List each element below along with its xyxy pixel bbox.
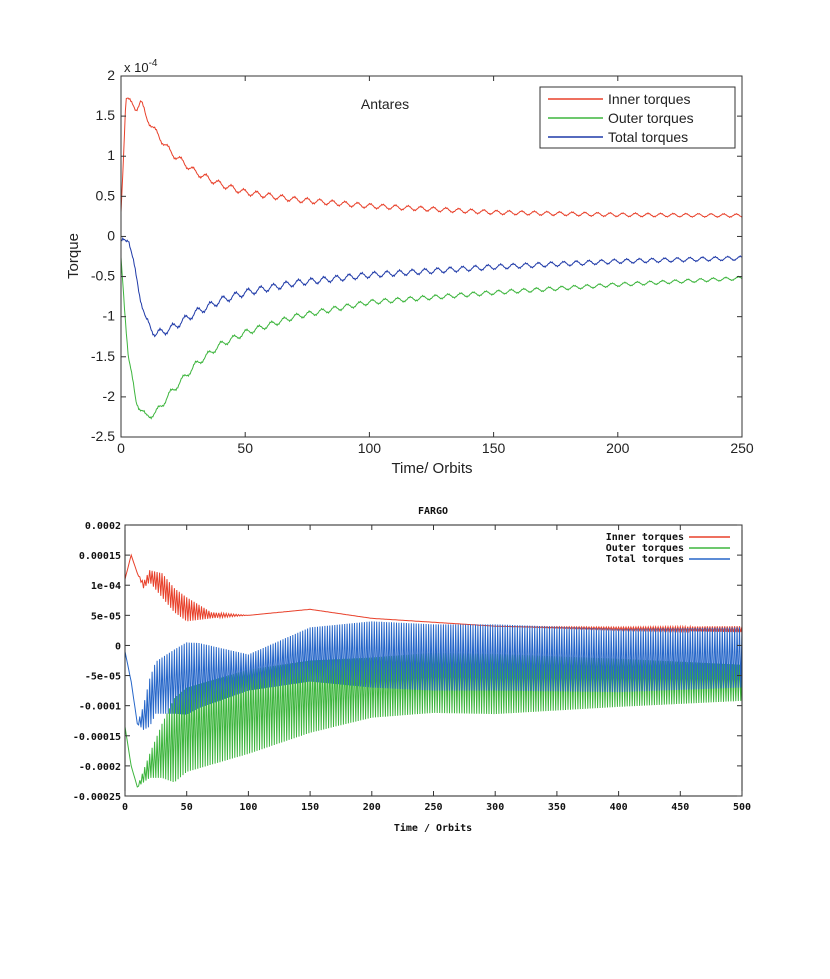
series-line-total-torques [120, 237, 743, 338]
y-tick-label: -0.0001 [79, 702, 121, 713]
x-tick-label: 400 [610, 802, 628, 813]
chart-title: Antares [361, 96, 409, 112]
legend: Inner torques Outer torques Total torque… [539, 86, 736, 149]
x-tick-label: 0 [122, 802, 128, 813]
x-tick-label: 250 [730, 440, 754, 456]
y-tick-label: -1.5 [91, 348, 115, 364]
y-tick-label: 0.00015 [79, 551, 121, 562]
y-tick-label: -0.00015 [73, 732, 121, 743]
y-tick-label: -0.0002 [79, 762, 121, 773]
y-axis-label: Torque [65, 233, 82, 279]
x-tick-label: 200 [363, 802, 381, 813]
series-line-inner-torques [120, 97, 743, 219]
x-tick-label: 300 [486, 802, 504, 813]
x-tick-label: 250 [424, 802, 442, 813]
x-tick-label: 150 [482, 440, 506, 456]
axis-ticks: 0 50 100 150 200 250 -2.5 -2 -1.5 -1 -0.5 0 0.5 1 1.5 2 [91, 67, 754, 456]
chart-title: FARGO [418, 506, 448, 517]
legend-label-outer: Outer torques [606, 543, 684, 554]
y-tick-label: -0.00025 [73, 792, 121, 803]
y-tick-label: 1e-04 [91, 581, 121, 592]
series-lines [120, 97, 743, 420]
x-tick-label: 0 [117, 440, 125, 456]
legend: Inner torques Outer torques Total torque… [606, 532, 730, 565]
axis-ticks: 0 50 100 150 200 250 300 350 400 450 500 -0.00025 -0… [73, 521, 751, 813]
y-tick-label: 0 [115, 641, 121, 652]
y-tick-label: -5e-05 [85, 672, 121, 683]
series-lines [124, 553, 743, 788]
y-tick-label: -0.5 [91, 268, 115, 284]
legend-label-outer: Outer torques [608, 110, 694, 126]
legend-label-inner: Inner torques [608, 91, 691, 107]
legend-label-total: Total torques [606, 554, 684, 565]
exponent-power: -4 [149, 58, 158, 69]
x-tick-label: 50 [237, 440, 253, 456]
y-tick-label: 2 [107, 67, 115, 83]
x-axis-label: Time/ Orbits [391, 460, 472, 477]
x-tick-label: 100 [239, 802, 257, 813]
y-tick-label: -1 [103, 308, 116, 324]
x-tick-label: 500 [733, 802, 751, 813]
y-tick-label: 0.0002 [85, 521, 121, 532]
legend-label-inner: Inner torques [606, 532, 684, 543]
legend-label-total: Total torques [608, 129, 688, 145]
y-tick-label: 0.5 [96, 187, 116, 203]
series-line-total-torques [124, 621, 743, 730]
exponent-base: x 10 [124, 60, 149, 75]
series-line-inner-torques [124, 553, 743, 634]
x-tick-label: 350 [548, 802, 566, 813]
y-tick-label: 0 [107, 227, 115, 243]
x-tick-label: 450 [671, 802, 689, 813]
x-tick-label: 200 [606, 440, 630, 456]
y-tick-label: -2 [103, 388, 116, 404]
y-tick-label: 5e-05 [91, 611, 121, 622]
y-exponent-label: x 10-4 [124, 58, 158, 75]
x-tick-label: 50 [181, 802, 193, 813]
antares-chart: 0 50 100 150 200 250 -2.5 -2 -1.5 -1 -0.5 0 0.5 1 1.5 2… [65, 58, 754, 477]
series-line-outer-torques [120, 257, 743, 420]
y-tick-label: 1 [107, 147, 115, 163]
x-tick-label: 150 [301, 802, 319, 813]
y-tick-label: -2.5 [91, 428, 115, 444]
fargo-chart: 0 50 100 150 200 250 300 350 400 450 500 -0.00025 -0… [73, 506, 751, 834]
x-axis-label: Time / Orbits [394, 822, 472, 834]
y-tick-label: 1.5 [96, 107, 116, 123]
plot-frame [120, 75, 743, 438]
x-tick-label: 100 [358, 440, 382, 456]
